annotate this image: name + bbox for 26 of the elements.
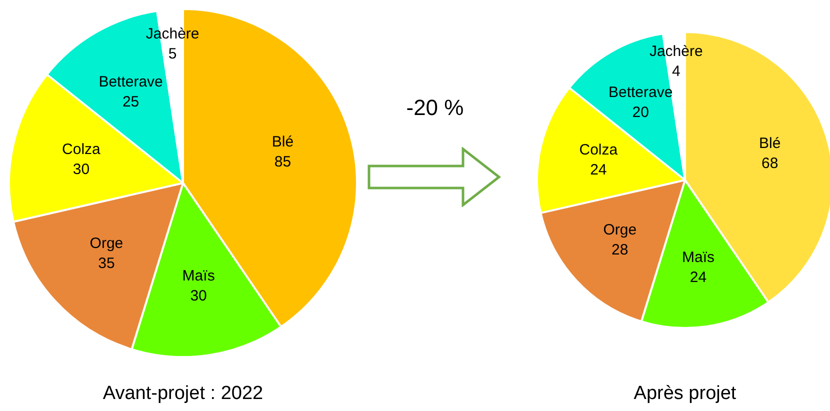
slice-label: Colza bbox=[579, 141, 618, 158]
slice-label: Maïs bbox=[682, 248, 714, 266]
data-label: 5 bbox=[168, 45, 177, 62]
slice-label: Blé bbox=[759, 134, 781, 152]
data-label: 68 bbox=[762, 154, 778, 172]
slice-label: Orge bbox=[603, 222, 637, 239]
data-label: 85 bbox=[274, 153, 292, 170]
data-label: 4 bbox=[672, 63, 680, 80]
data-label: 25 bbox=[122, 94, 140, 111]
slice-label: Orge bbox=[90, 235, 124, 252]
slice-label: Blé bbox=[272, 133, 294, 150]
slice-label: Maïs bbox=[182, 267, 215, 284]
text: Après projet bbox=[632, 383, 738, 405]
data-label: 30 bbox=[190, 287, 207, 304]
slice-label: Colza bbox=[62, 140, 102, 158]
data-label: 35 bbox=[98, 255, 115, 272]
slice-label: Jachère bbox=[649, 43, 703, 60]
data-label: 30 bbox=[72, 160, 90, 178]
text: Avant-projet : 2022 bbox=[102, 383, 264, 405]
slice-label: Betterave bbox=[98, 74, 163, 91]
data-label: 28 bbox=[612, 242, 628, 259]
data-label: 20 bbox=[632, 104, 649, 122]
text: -20 % bbox=[405, 95, 465, 121]
slice-label: Jachère bbox=[146, 25, 200, 42]
data-label: 24 bbox=[690, 268, 707, 286]
data-label: 24 bbox=[590, 161, 607, 178]
